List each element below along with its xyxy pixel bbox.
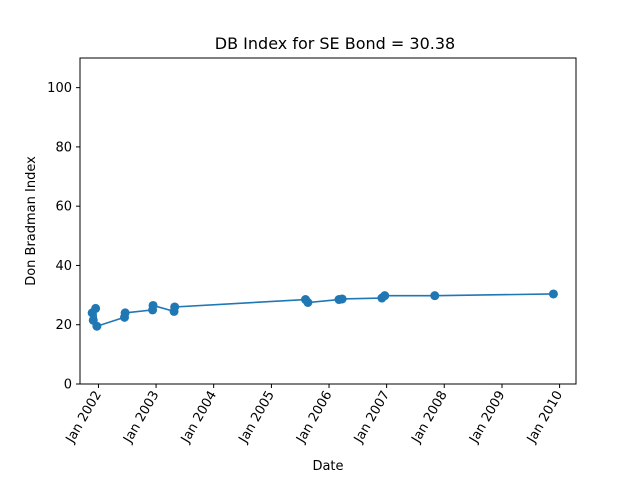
data-point bbox=[120, 308, 130, 318]
data-point bbox=[92, 321, 102, 331]
data-point bbox=[303, 298, 313, 307]
chart-title: DB Index for SE Bond = 30.38 bbox=[215, 34, 455, 53]
plot-frame bbox=[79, 57, 577, 385]
data-point bbox=[170, 302, 180, 312]
y-tick-label: 0 bbox=[64, 378, 72, 393]
data-point bbox=[430, 291, 440, 301]
x-axis-label: Date bbox=[312, 459, 343, 474]
y-tick-label: 60 bbox=[55, 200, 72, 215]
y-tick-label: 80 bbox=[55, 140, 72, 155]
y-axis-label: Don Bradman Index bbox=[24, 156, 39, 286]
data-point bbox=[91, 303, 101, 313]
data-point bbox=[148, 300, 158, 310]
data-point bbox=[380, 291, 390, 301]
plot-area bbox=[87, 289, 558, 331]
y-tick-label: 20 bbox=[55, 318, 72, 333]
y-axis: 0 20 40 60 80 100 bbox=[47, 81, 80, 393]
data-point bbox=[548, 289, 558, 299]
data-point bbox=[337, 294, 347, 304]
y-tick-label: 100 bbox=[47, 81, 72, 96]
y-tick-label: 40 bbox=[55, 259, 72, 274]
